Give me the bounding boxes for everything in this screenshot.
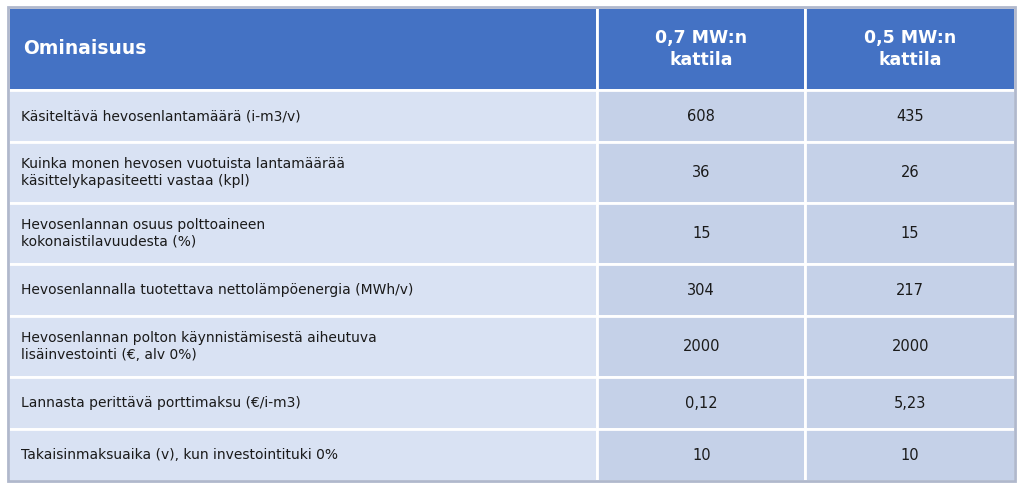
Text: Ominaisuus: Ominaisuus <box>24 39 147 58</box>
Bar <box>8 377 597 429</box>
Text: Takaisinmaksuaika (v), kun investointituki 0%: Takaisinmaksuaika (v), kun investointitu… <box>21 448 339 462</box>
Bar <box>805 142 1015 203</box>
Text: 0,12: 0,12 <box>685 396 717 410</box>
Bar <box>597 377 805 429</box>
Bar <box>8 142 597 203</box>
Bar <box>805 316 1015 377</box>
Text: Lannasta perittävä porttimaksu (€/i-m3): Lannasta perittävä porttimaksu (€/i-m3) <box>21 396 301 410</box>
Bar <box>805 203 1015 264</box>
Text: 10: 10 <box>692 448 711 463</box>
Text: 304: 304 <box>687 283 715 298</box>
Text: 0,7 MW:n
kattila: 0,7 MW:n kattila <box>655 29 748 69</box>
Bar <box>805 7 1015 90</box>
Text: 15: 15 <box>692 226 711 241</box>
Text: Hevosenlannalla tuotettava nettolämpöenergia (MWh/v): Hevosenlannalla tuotettava nettolämpöene… <box>21 283 414 297</box>
Text: 15: 15 <box>901 226 920 241</box>
Text: 36: 36 <box>693 165 710 180</box>
Text: 26: 26 <box>901 165 920 180</box>
Bar <box>597 90 805 142</box>
Text: 5,23: 5,23 <box>894 396 926 410</box>
Text: 608: 608 <box>687 109 715 124</box>
Text: 10: 10 <box>901 448 920 463</box>
Bar <box>597 142 805 203</box>
Bar <box>8 264 597 316</box>
Bar <box>8 90 597 142</box>
Bar <box>805 429 1015 481</box>
Bar <box>805 90 1015 142</box>
Bar <box>805 377 1015 429</box>
Bar <box>597 264 805 316</box>
Text: 2000: 2000 <box>682 339 720 354</box>
Text: Hevosenlannan polton käynnistämisestä aiheutuva
lisäinvestointi (€, alv 0%): Hevosenlannan polton käynnistämisestä ai… <box>21 331 377 362</box>
Text: 2000: 2000 <box>891 339 929 354</box>
Text: Hevosenlannan osuus polttoaineen
kokonaistilavuudesta (%): Hevosenlannan osuus polttoaineen kokonai… <box>21 218 266 249</box>
Bar <box>8 429 597 481</box>
Bar <box>597 7 805 90</box>
Bar <box>597 203 805 264</box>
Bar <box>8 7 597 90</box>
Text: Käsiteltävä hevosenlantamäärä (i-m3/v): Käsiteltävä hevosenlantamäärä (i-m3/v) <box>21 109 301 123</box>
Bar <box>597 429 805 481</box>
Bar <box>597 316 805 377</box>
Bar <box>8 203 597 264</box>
Bar <box>805 264 1015 316</box>
Text: 0,5 MW:n
kattila: 0,5 MW:n kattila <box>864 29 957 69</box>
Text: Kuinka monen hevosen vuotuista lantamäärää
käsittelykapasiteetti vastaa (kpl): Kuinka monen hevosen vuotuista lantamäär… <box>21 158 346 188</box>
Text: 217: 217 <box>896 283 924 298</box>
Bar <box>8 316 597 377</box>
Text: 435: 435 <box>896 109 924 124</box>
